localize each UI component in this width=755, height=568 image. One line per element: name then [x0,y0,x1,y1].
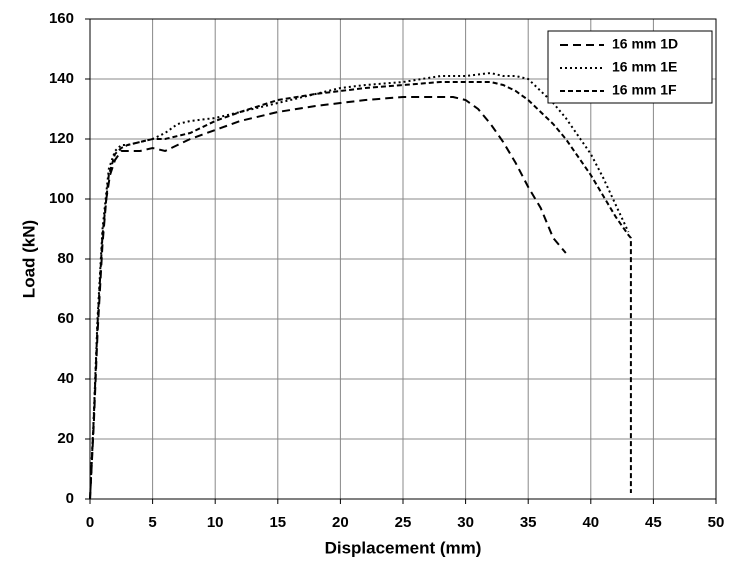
y-tick-label: 140 [49,70,74,87]
x-tick-label: 35 [520,514,537,531]
x-tick-label: 50 [708,514,725,531]
y-tick-label: 80 [57,250,74,267]
x-tick-label: 0 [86,514,94,531]
x-tick-label: 10 [207,514,224,531]
y-tick-label: 120 [49,130,74,147]
y-tick-label: 20 [57,430,74,447]
y-tick-label: 40 [57,370,74,387]
y-tick-label: 0 [66,490,74,507]
legend-label: 16 mm 1F [612,82,677,98]
y-tick-label: 160 [49,10,74,27]
x-tick-label: 5 [148,514,156,531]
legend-label: 16 mm 1D [612,36,678,52]
x-tick-label: 30 [457,514,474,531]
data-line [89,81,632,500]
y-tick-label: 60 [57,310,74,327]
data-line [89,71,630,500]
legend-label: 16 mm 1E [612,59,677,75]
x-tick-label: 20 [332,514,349,531]
x-axis-title: Displacement (mm) [325,538,482,557]
x-tick-label: 25 [395,514,412,531]
x-tick-label: 40 [582,514,599,531]
data-line [89,96,567,500]
x-tick-label: 45 [645,514,662,531]
x-tick-label: 15 [269,514,286,531]
y-tick-label: 100 [49,190,74,207]
y-axis-title: Load (kN) [19,220,38,298]
plot-frame [89,18,717,500]
